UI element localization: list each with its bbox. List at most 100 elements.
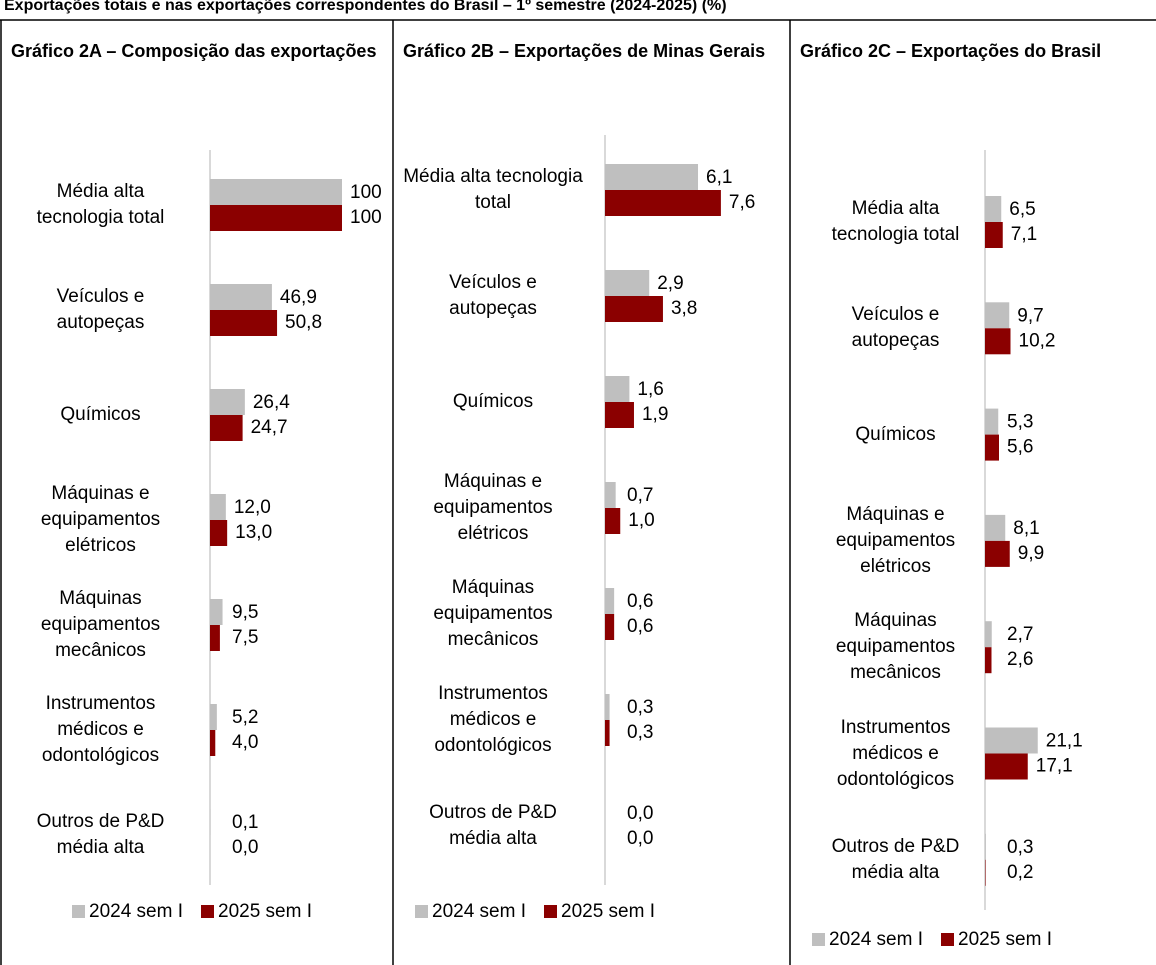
category-label: Veículos e autopeças [449,272,537,319]
bar [985,222,1003,248]
chart-title-box: Gráfico 2A – Composição das exportações [11,41,376,61]
data-label: 2,6 [1007,649,1033,670]
data-label: 0,2 [1007,862,1033,883]
bar [210,284,272,310]
category-label: Veículos e autopeças [851,304,940,352]
category-label: Máquinas e equipamentos elétricos [835,503,956,577]
category-label-box: Instrumentos médicos e odontológicos [837,717,954,790]
bar [605,588,615,614]
category-label-box: Máquinas equipamentos mecânicos [433,577,553,650]
bar [985,753,1028,780]
category-label: Químicos [855,423,936,445]
data-label: 100 [350,182,382,203]
category-label-box: Máquinas equipamentos mecânicos [40,588,161,661]
category-label: Média alta tecnologia total [36,181,165,228]
category-label: Máquinas equipamentos mecânicos [40,588,161,661]
legend-label: 2024 sem I [89,901,183,922]
bar [985,434,999,461]
bar [210,704,217,730]
category-label-box: Instrumentos médicos e odontológicos [41,693,160,766]
bar [985,647,992,674]
data-label: 0,7 [627,485,653,506]
category-label-box: Máquinas e equipamentos elétricos [433,471,553,544]
data-label: 5,6 [1007,437,1033,458]
bar [985,328,1011,355]
data-label: 2,9 [657,273,683,294]
bar [985,833,986,860]
data-label: 0,1 [232,812,258,833]
bar [985,859,986,886]
bar [210,389,245,415]
category-label-box: Químicos [60,404,141,425]
data-label: 21,1 [1046,731,1083,752]
bar [605,270,650,296]
category-label-box: Químicos [855,423,936,445]
category-label: Média alta tecnologia total [831,198,960,245]
category-label-box: Veículos e autopeças [449,272,537,319]
category-label: Outros de P&D média alta [36,811,165,858]
bar [210,625,220,651]
category-label: Veículos e autopeças [56,286,145,333]
chart-title: Gráfico 2C – Exportações do Brasil [800,41,1102,61]
data-label: 0,6 [627,616,653,637]
bar [210,179,342,205]
category-label: Outros de P&D média alta [831,835,960,883]
data-label: 12,0 [234,497,271,518]
legend-label: 2025 sem I [958,929,1052,950]
legend-label: 2025 sem I [561,901,655,922]
category-label-box: Máquinas e equipamentos elétricos [40,483,161,556]
data-label: 17,1 [1036,756,1073,777]
legend-swatch [544,905,557,918]
bar [985,621,992,648]
category-label: Outros de P&D média alta [429,802,557,849]
category-label: Máquinas equipamentos mecânicos [835,610,956,684]
category-label: Máquinas e equipamentos elétricos [40,483,161,556]
bar [605,482,616,508]
category-label: Máquinas e equipamentos elétricos [433,471,553,544]
bar [985,302,1010,329]
data-label: 0,0 [232,837,258,858]
data-label: 0,0 [627,803,653,824]
chart-title-box: Gráfico 2C – Exportações do Brasil [800,41,1102,61]
data-label: 0,6 [627,591,653,612]
bar [605,508,621,534]
bar [605,720,610,746]
bar [210,730,216,756]
data-label: 100 [350,207,382,228]
bar [210,310,278,336]
chart-title-box: Gráfico 2B – Exportações de Minas Gerais [403,41,765,61]
bar [605,694,610,720]
bar [985,540,1010,567]
data-label: 0,0 [627,828,653,849]
category-label-box: Instrumentos médicos e odontológicos [434,683,551,756]
data-label: 46,9 [280,287,317,308]
legend-swatch [941,933,954,946]
category-label: Instrumentos médicos e odontológicos [41,693,160,766]
bar [210,520,228,546]
category-label-box: Outros de P&D média alta [36,811,165,858]
data-label: 1,6 [637,379,663,400]
data-label: 8,1 [1013,518,1039,539]
caption: Exportações totais e nas exportações cor… [4,0,727,14]
bar [605,376,630,402]
data-label: 6,5 [1009,199,1035,220]
data-label: 3,8 [671,298,697,319]
bar [985,196,1002,222]
data-label: 6,1 [706,167,732,188]
data-label: 10,2 [1019,330,1056,351]
legend-swatch [812,933,825,946]
category-label: Média alta tecnologia total [403,166,583,213]
data-label: 24,7 [251,417,288,438]
category-label-box: Máquinas e equipamentos elétricos [835,503,956,577]
legend-swatch [72,905,85,918]
category-label: Químicos [60,404,141,425]
data-label: 0,3 [627,697,653,718]
bar [985,408,999,435]
data-label: 1,9 [642,404,668,425]
data-label: 26,4 [253,392,290,413]
bar [985,727,1038,754]
category-label: Máquinas equipamentos mecânicos [433,577,553,650]
data-label: 7,5 [232,627,258,648]
bar [210,205,342,231]
